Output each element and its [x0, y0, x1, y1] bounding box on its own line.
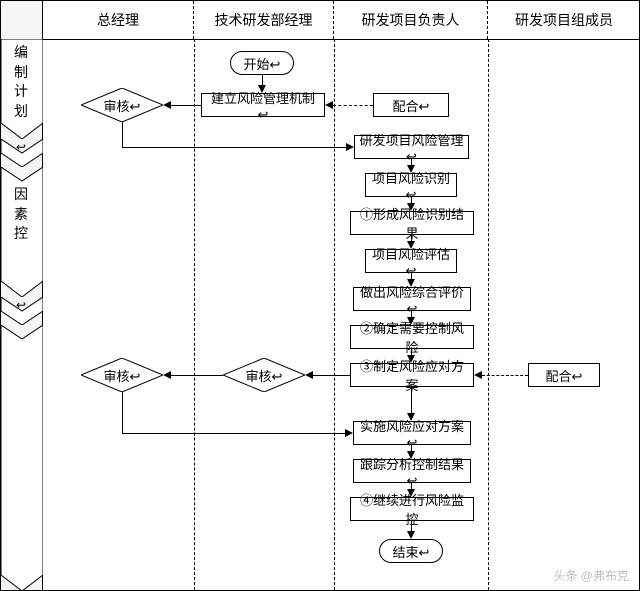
edge — [122, 433, 345, 434]
watermark: 头条 @弗布克 — [553, 567, 629, 584]
node-d2: 审核↩ — [223, 358, 305, 392]
lane-header-owner: 研发项目负责人 — [334, 1, 488, 39]
node-n2: 研发项目风险管理↩ — [354, 135, 469, 159]
arrow — [346, 143, 354, 151]
edge — [171, 375, 223, 376]
node-end: 结束↩ — [379, 539, 443, 563]
edge — [122, 122, 123, 147]
node-n11: ④继续进行风险监控 — [350, 497, 474, 521]
arrow — [407, 451, 415, 459]
node-n6: 做出风险综合评价↩ — [353, 287, 471, 311]
node-n4: ①形成风险识别结果 — [350, 211, 474, 235]
node-n8: ③制定风险应对方案 — [350, 363, 474, 387]
node-n10: 跟踪分析控制结果↩ — [353, 459, 471, 483]
decision-label-d1: 审核↩ — [81, 88, 163, 122]
arrow — [474, 371, 482, 379]
node-start: 开始↩ — [230, 51, 294, 75]
edge — [333, 105, 373, 106]
node-n9: 实施风险应对方案↩ — [353, 421, 471, 445]
arrow — [407, 279, 415, 287]
phase-header — [1, 1, 43, 39]
node-d1: 审核↩ — [81, 88, 163, 122]
arrow — [407, 531, 415, 539]
arrow — [163, 371, 171, 379]
header-divider — [1, 39, 639, 40]
edge — [482, 375, 528, 376]
arrow — [305, 371, 313, 379]
edge — [411, 387, 412, 415]
arrow — [407, 489, 415, 497]
arrow — [407, 203, 415, 211]
arrow — [258, 85, 266, 93]
node-n3: 项目风险识别↩ — [365, 173, 457, 197]
arrow — [407, 355, 415, 363]
node-coop1: 配合↩ — [373, 93, 449, 117]
node-coop2: 配合↩ — [528, 363, 600, 387]
arrow — [407, 241, 415, 249]
lane-sep-3 — [488, 39, 489, 590]
edge — [313, 375, 350, 376]
phase-label-2: ↩ — [1, 139, 43, 163]
lane-sep-2 — [334, 39, 335, 590]
arrow — [407, 413, 415, 421]
node-n7: ②确定需要控制风险 — [350, 325, 474, 349]
arrow — [407, 165, 415, 173]
lane-header-gm: 总经理 — [43, 1, 194, 39]
arrow — [325, 101, 333, 109]
phase-chevron-5 — [1, 325, 43, 591]
node-n5: 项目风险评估↩ — [365, 249, 457, 273]
phase-label-3: 因素控 — [1, 185, 43, 281]
decision-label-d3: 审核↩ — [81, 358, 163, 392]
node-d3: 审核↩ — [81, 358, 163, 392]
decision-label-d2: 审核↩ — [223, 358, 305, 392]
arrow — [407, 317, 415, 325]
edge — [171, 105, 201, 106]
lane-sep-1 — [194, 39, 195, 590]
arrow — [163, 101, 171, 109]
edge — [122, 392, 123, 433]
lane-header-techmgr: 技术研发部经理 — [194, 1, 334, 39]
lane-header-team: 研发项目组成员 — [488, 1, 640, 39]
phase-label-4: ↩ — [1, 297, 43, 321]
edge — [122, 147, 346, 148]
node-n1: 建立风险管理机制↩ — [201, 93, 325, 117]
phase-label-1: 编制计划 — [1, 43, 43, 123]
flowchart-canvas: 总经理 技术研发部经理 研发项目负责人 研发项目组成员 编制计划 ↩ 因素控 ↩… — [0, 0, 640, 591]
arrow — [345, 429, 353, 437]
